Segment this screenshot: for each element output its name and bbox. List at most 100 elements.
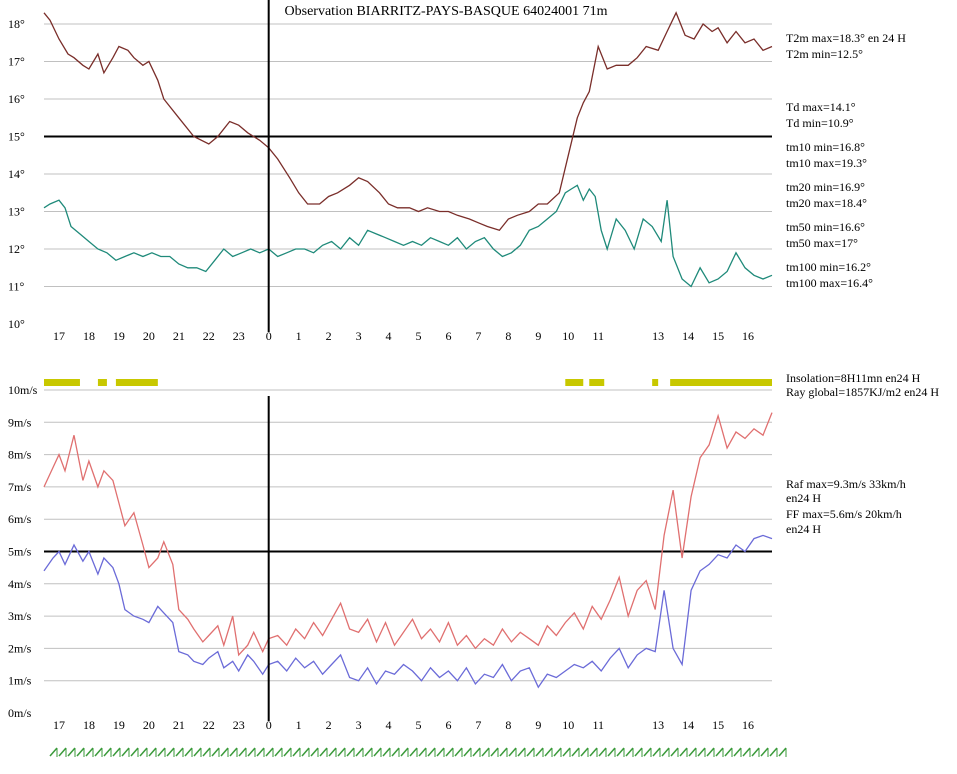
y-tick-label: 1m/s	[8, 674, 32, 688]
dewpoint-line	[43, 184, 773, 288]
info-raf-period: en24 H	[786, 491, 821, 505]
wind-barb	[589, 747, 598, 757]
wind-barb	[229, 747, 238, 757]
wind-x-ticks: 17 18 19 20 21 22 23 0 1 2 3 4 5 6 7 8 9 10 11 13 14 15 16	[53, 718, 754, 732]
wind-barb	[580, 747, 589, 757]
info-tm50-min: tm50 min=16.6°	[786, 220, 865, 234]
insolation-bar	[44, 379, 80, 386]
wind-barb	[715, 747, 724, 757]
x-tick-label: 14	[682, 718, 694, 732]
info-td-max: Td max=14.1°	[786, 100, 856, 114]
x-tick-label: 5	[415, 718, 421, 732]
wind-barb	[184, 747, 193, 757]
x-tick-label: 1	[296, 718, 302, 732]
info-tm20-max: tm20 max=18.4°	[786, 196, 867, 210]
wind-barb	[76, 747, 85, 757]
wind-barb	[337, 747, 346, 757]
insolation-bar	[589, 379, 605, 386]
temperature-panel: 10°11°12°13°14°15°16°17°18° 17 18 19 20 21 22…	[8, 0, 773, 343]
y-tick-label: 9m/s	[8, 415, 32, 429]
info-tm20-min: tm20 min=16.9°	[786, 180, 865, 194]
y-tick-label: 10°	[8, 317, 25, 331]
temperature-x-ticks: 17 18 19 20 21 22 23 0 1 2 3 4 5 6 7 8 9 10 11 13 14 15 16	[53, 329, 754, 343]
y-tick-label: 3m/s	[8, 609, 32, 623]
x-tick-label: 20	[143, 329, 155, 343]
wind-barb	[328, 747, 337, 757]
wind-barb	[427, 747, 436, 757]
wind-barb	[436, 747, 445, 757]
wind-barb	[562, 747, 571, 757]
temperature-series	[43, 11, 773, 288]
wind-barb	[643, 747, 652, 757]
wind-barb	[391, 747, 400, 757]
info-t2m-max: T2m max=18.3° en 24 H	[786, 31, 906, 45]
wind-barb	[238, 747, 247, 757]
x-tick-label: 22	[203, 329, 215, 343]
wind-barb	[688, 747, 697, 757]
wind-barb	[553, 747, 562, 757]
wind-barb	[445, 747, 454, 757]
x-tick-label: 21	[173, 718, 185, 732]
wind-barb	[220, 747, 229, 757]
info-td-min: Td min=10.9°	[786, 116, 854, 130]
x-tick-label: 10	[562, 718, 574, 732]
info-ray-global: Ray global=1857KJ/m2 en24 H	[786, 385, 939, 399]
wind-barb	[418, 747, 427, 757]
x-tick-label: 0	[266, 329, 272, 343]
wind-barb	[373, 747, 382, 757]
wind-barb	[517, 747, 526, 757]
y-tick-label: 0m/s	[8, 706, 32, 720]
wind-barb	[283, 747, 292, 757]
x-tick-label: 4	[386, 718, 392, 732]
y-tick-label: 8m/s	[8, 448, 32, 462]
x-tick-label: 11	[592, 329, 604, 343]
wind-barb	[625, 747, 634, 757]
x-tick-label: 13	[652, 718, 664, 732]
wind-barb	[679, 747, 688, 757]
wind-barb	[49, 747, 58, 757]
wind-line	[43, 534, 773, 689]
wind-barb	[139, 747, 148, 757]
x-tick-label: 6	[445, 329, 451, 343]
x-tick-label: 18	[83, 718, 95, 732]
x-tick-label: 16	[742, 718, 754, 732]
wind-barb	[697, 747, 706, 757]
wind-barb	[130, 747, 139, 757]
wind-barb	[346, 747, 355, 757]
wind-barb	[364, 747, 373, 757]
y-tick-label: 13°	[8, 205, 25, 219]
x-tick-label: 7	[475, 718, 481, 732]
temperature-summary: T2m max=18.3° en 24 H T2m min=12.5° Td m…	[786, 31, 906, 290]
wind-barb	[256, 747, 265, 757]
wind-barbs	[49, 747, 787, 757]
chart-title: Observation BIARRITZ-PAYS-BASQUE 6402400…	[285, 4, 608, 19]
x-tick-label: 15	[712, 718, 724, 732]
x-tick-label: 9	[535, 329, 541, 343]
wind-barb	[706, 747, 715, 757]
x-tick-label: 18	[83, 329, 95, 343]
wind-barb	[742, 747, 751, 757]
wind-barb	[472, 747, 481, 757]
y-tick-label: 17°	[8, 55, 25, 69]
wind-barb	[355, 747, 364, 757]
wind-barb	[301, 747, 310, 757]
insolation-bar	[97, 379, 107, 386]
info-ff-max: FF max=5.6m/s 20km/h	[786, 507, 902, 521]
x-tick-label: 3	[356, 718, 362, 732]
wind-barb	[616, 747, 625, 757]
wind-barb	[58, 747, 67, 757]
wind-barb	[382, 747, 391, 757]
x-tick-label: 19	[113, 329, 125, 343]
y-tick-label: 2m/s	[8, 641, 32, 655]
x-tick-label: 7	[475, 329, 481, 343]
x-tick-label: 17	[53, 718, 65, 732]
wind-barb	[760, 747, 769, 757]
x-tick-label: 17	[53, 329, 65, 343]
info-tm100-min: tm100 min=16.2°	[786, 260, 871, 274]
x-tick-label: 6	[445, 718, 451, 732]
y-tick-label: 6m/s	[8, 512, 32, 526]
y-tick-label: 11°	[8, 280, 25, 294]
info-insolation: Insolation=8H11mn en24 H	[786, 371, 921, 385]
wind-barb	[211, 747, 220, 757]
